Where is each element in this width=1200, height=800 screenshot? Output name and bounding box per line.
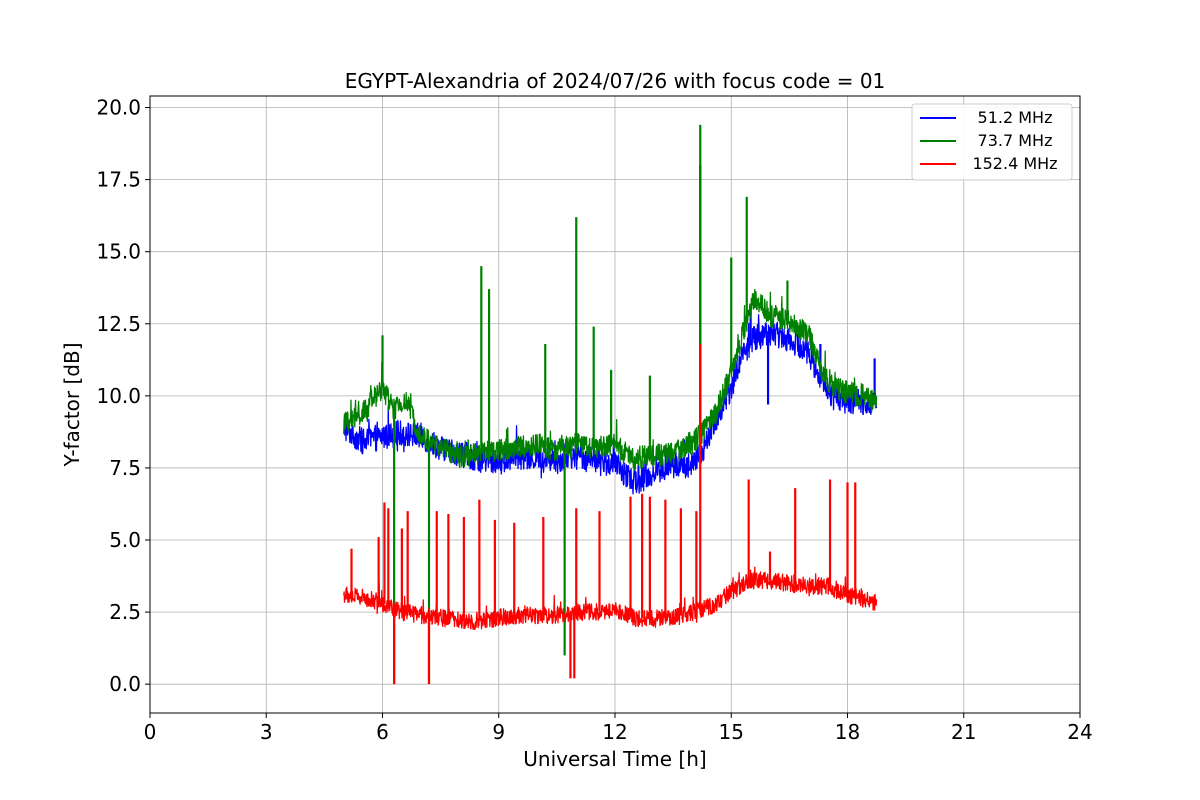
y-tick-label: 10.0 [96, 384, 141, 408]
chart-title: EGYPT-Alexandria of 2024/07/26 with focu… [345, 69, 886, 93]
series-line-152-4-mhz [343, 566, 878, 630]
y-tick-label: 2.5 [109, 600, 141, 624]
legend-label-73-mhz: 73.7 MHz [978, 131, 1053, 150]
legend-entry-152-mhz: 152.4 MHz [920, 154, 1058, 173]
y-tick-label: 15.0 [96, 240, 141, 264]
series-152-4-mhz [343, 343, 878, 685]
legend-entry-73-mhz: 73.7 MHz [920, 131, 1052, 150]
legend-label-51-mhz: 51.2 MHz [978, 108, 1053, 127]
y-tick-label: 5.0 [109, 528, 141, 552]
x-tick-label: 24 [1067, 720, 1092, 744]
x-tick-label: 12 [602, 720, 627, 744]
y-axis-ticks: 0.0 2.5 5.0 7.5 10.0 12.5 15.0 17.5 20.0 [96, 96, 150, 696]
x-tick-label: 6 [376, 720, 389, 744]
legend: 51.2 MHz 73.7 MHz 152.4 MHz [911, 103, 1073, 181]
legend-entry-51-mhz: 51.2 MHz [920, 108, 1052, 127]
x-tick-label: 9 [492, 720, 505, 744]
x-tick-label: 18 [835, 720, 860, 744]
legend-label-152-mhz: 152.4 MHz [972, 154, 1057, 173]
y-axis-label: Y-factor [dB] [60, 342, 84, 467]
plot-series [343, 124, 878, 685]
y-tick-label: 12.5 [96, 312, 141, 336]
x-tick-label: 21 [951, 720, 976, 744]
y-tick-label: 7.5 [109, 456, 141, 480]
x-axis-label: Universal Time [h] [523, 747, 706, 771]
x-axis-ticks: 0 3 6 9 12 15 18 21 24 [144, 713, 1093, 744]
x-tick-label: 15 [719, 720, 744, 744]
y-tick-label: 0.0 [109, 672, 141, 696]
x-tick-label: 0 [144, 720, 157, 744]
y-tick-label: 17.5 [96, 168, 141, 192]
x-tick-label: 3 [260, 720, 273, 744]
y-tick-label: 20.0 [96, 96, 141, 120]
legend-box [911, 103, 1073, 181]
